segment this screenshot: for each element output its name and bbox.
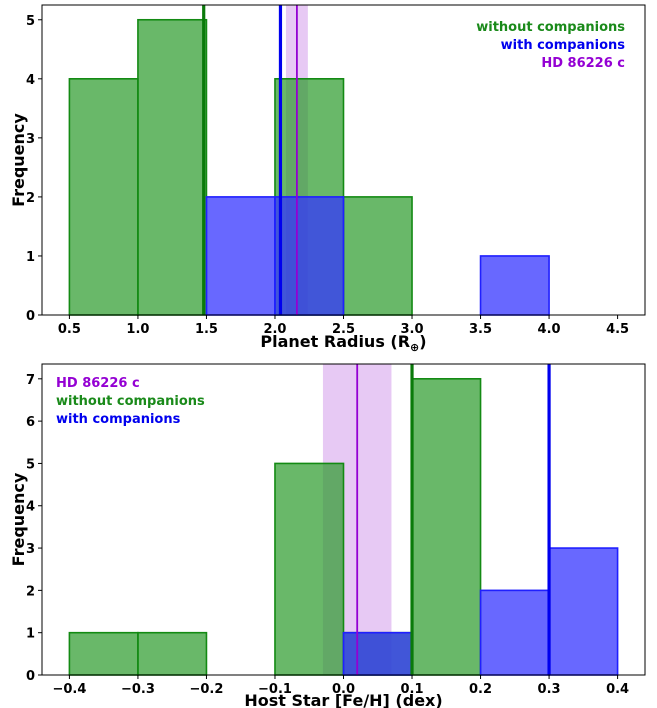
bar-with-companions <box>274 196 345 316</box>
x-tick-label: 0.0 <box>332 682 355 697</box>
x-tick-label: 3.5 <box>469 322 492 337</box>
bar-with-companions <box>479 589 550 676</box>
x-tick-label: −0.1 <box>258 682 292 697</box>
bar-with-companions <box>342 631 413 676</box>
bar-without-companions <box>342 196 413 316</box>
y-tick-label: 0 <box>26 309 35 324</box>
y-tick-label: 2 <box>26 584 35 599</box>
x-tick-label: −0.2 <box>189 682 223 697</box>
y-tick-label: 6 <box>26 415 35 430</box>
y-axis-title: Frequency <box>9 113 28 207</box>
y-tick-label: 3 <box>26 132 35 147</box>
x-tick-label: −0.4 <box>52 682 86 697</box>
legend-entry: HD 86226 c <box>541 56 625 71</box>
x-tick-label: −0.3 <box>121 682 155 697</box>
x-tick-label: 2.0 <box>263 322 286 337</box>
y-tick-label: 1 <box>26 627 35 642</box>
legend-entry: without companions <box>476 20 625 35</box>
x-axis-title: Host Star [Fe/H] (dex) <box>244 691 442 708</box>
y-tick-label: 7 <box>26 373 35 388</box>
bar-without-companions <box>137 631 208 676</box>
y-tick-label: 0 <box>26 669 35 684</box>
x-tick-label: 1.5 <box>195 322 218 337</box>
legend-entry: HD 86226 c <box>56 376 140 391</box>
y-tick-label: 4 <box>26 73 35 88</box>
x-tick-label: 2.5 <box>332 322 355 337</box>
bar-with-companions <box>205 196 276 316</box>
y-tick-label: 1 <box>26 250 35 265</box>
x-tick-label: 1.0 <box>126 322 149 337</box>
x-axis-title: Planet Radius (R⊕) <box>260 332 426 354</box>
x-tick-label: 4.0 <box>538 322 561 337</box>
legend-entry: with companions <box>56 412 181 427</box>
x-tick-label: 0.4 <box>606 682 629 697</box>
y-tick-label: 4 <box>26 500 35 515</box>
x-tick-label: 0.5 <box>58 322 81 337</box>
bar-without-companions <box>274 462 345 676</box>
bar-without-companions <box>411 378 482 676</box>
x-tick-label: 4.5 <box>606 322 629 337</box>
x-tick-label: 0.1 <box>401 682 424 697</box>
bar-without-companions <box>68 631 139 676</box>
legend-entry: without companions <box>56 394 205 409</box>
bar-without-companions <box>137 18 208 316</box>
radius-histogram-panel: 0.5 1.0 1.5 2.0 2.5 3.0 3.5 4.0 4.5 0 1 2 3 4 5 Planet … <box>9 4 646 354</box>
legend-entry: with companions <box>501 38 626 53</box>
x-tick-label: 0.2 <box>469 682 492 697</box>
y-tick-label: 5 <box>26 14 35 29</box>
y-tick-label: 5 <box>26 457 35 472</box>
bar-with-companions <box>479 255 550 316</box>
x-tick-label: 3.0 <box>401 322 424 337</box>
y-tick-label: 2 <box>26 191 35 206</box>
x-tick-label: 0.3 <box>538 682 561 697</box>
y-tick-label: 3 <box>26 542 35 557</box>
metallicity-histogram-panel: −0.4 −0.3 −0.2 −0.1 0.0 0.1 0.2 0.3 0.4 0 1 2 3 4 5 6 7 H… <box>9 363 646 708</box>
bar-without-companions <box>68 78 139 316</box>
y-axis-title: Frequency <box>9 472 28 566</box>
bar-with-companions <box>548 547 619 676</box>
